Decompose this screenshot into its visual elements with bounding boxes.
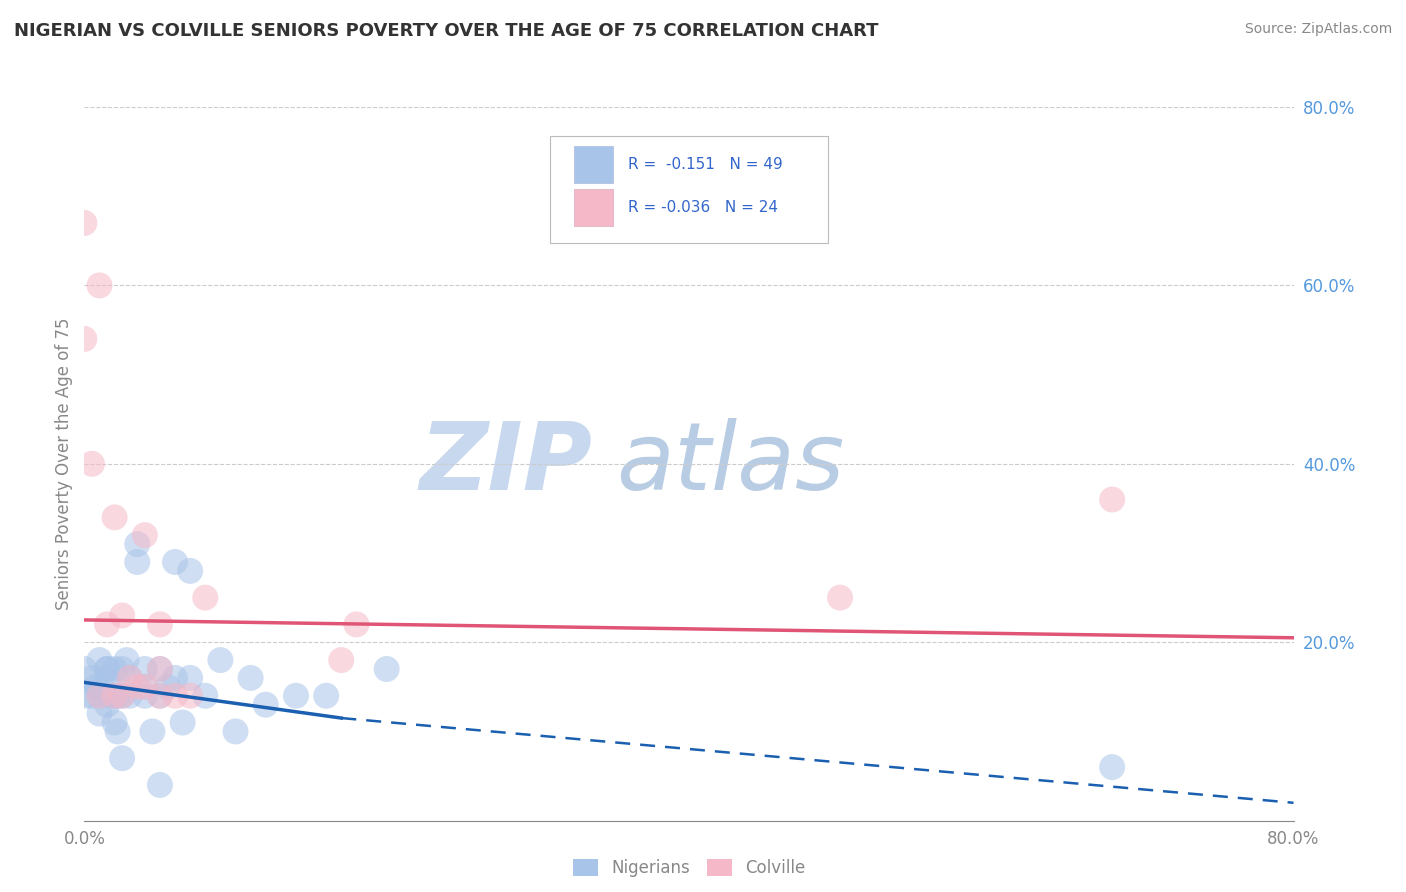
Point bbox=[96, 698, 118, 712]
FancyBboxPatch shape bbox=[550, 136, 828, 243]
Point bbox=[118, 671, 141, 685]
Point bbox=[73, 662, 96, 676]
Point bbox=[86, 680, 108, 694]
Point bbox=[1101, 760, 1123, 774]
Point bbox=[96, 662, 118, 676]
FancyBboxPatch shape bbox=[574, 146, 613, 184]
Point bbox=[73, 216, 96, 230]
Point bbox=[194, 689, 217, 703]
Point bbox=[141, 724, 163, 739]
Text: R = -0.036   N = 24: R = -0.036 N = 24 bbox=[628, 200, 779, 215]
Point bbox=[127, 537, 149, 551]
Point bbox=[149, 778, 172, 792]
Point bbox=[115, 653, 138, 667]
Point bbox=[96, 671, 118, 685]
Point bbox=[111, 608, 134, 623]
Point bbox=[89, 689, 111, 703]
Text: NIGERIAN VS COLVILLE SENIORS POVERTY OVER THE AGE OF 75 CORRELATION CHART: NIGERIAN VS COLVILLE SENIORS POVERTY OVE… bbox=[14, 22, 879, 40]
Point bbox=[346, 617, 368, 632]
Point bbox=[375, 662, 398, 676]
Point bbox=[107, 724, 129, 739]
Point bbox=[194, 591, 217, 605]
Point bbox=[163, 689, 186, 703]
Point bbox=[209, 653, 232, 667]
Point bbox=[96, 662, 118, 676]
Point bbox=[149, 689, 172, 703]
Point bbox=[239, 671, 262, 685]
Point bbox=[134, 528, 156, 542]
Point bbox=[284, 689, 308, 703]
Point bbox=[73, 332, 96, 346]
Point bbox=[96, 617, 118, 632]
Point bbox=[91, 680, 114, 694]
Point bbox=[111, 689, 134, 703]
Point bbox=[107, 689, 129, 703]
Point bbox=[830, 591, 852, 605]
Text: R =  -0.151   N = 49: R = -0.151 N = 49 bbox=[628, 157, 783, 172]
Point bbox=[104, 715, 127, 730]
Point bbox=[118, 689, 141, 703]
Point bbox=[163, 671, 186, 685]
Point bbox=[134, 662, 156, 676]
Point bbox=[163, 555, 186, 569]
Point bbox=[80, 689, 103, 703]
Point bbox=[89, 706, 111, 721]
Point bbox=[100, 689, 122, 703]
Point bbox=[127, 680, 149, 694]
Point bbox=[254, 698, 277, 712]
Point bbox=[179, 689, 201, 703]
Point bbox=[111, 751, 134, 765]
Point bbox=[89, 278, 111, 293]
Point bbox=[172, 715, 194, 730]
Point bbox=[89, 653, 111, 667]
Point bbox=[111, 689, 134, 703]
Point bbox=[149, 662, 172, 676]
Point bbox=[179, 671, 201, 685]
FancyBboxPatch shape bbox=[574, 189, 613, 227]
Point bbox=[179, 564, 201, 578]
Point bbox=[315, 689, 337, 703]
Point bbox=[1101, 492, 1123, 507]
Point bbox=[134, 689, 156, 703]
Point bbox=[104, 689, 127, 703]
Point bbox=[149, 617, 172, 632]
Point bbox=[127, 555, 149, 569]
Point bbox=[104, 689, 127, 703]
Point bbox=[330, 653, 353, 667]
Text: Source: ZipAtlas.com: Source: ZipAtlas.com bbox=[1244, 22, 1392, 37]
Point bbox=[80, 457, 103, 471]
Point bbox=[225, 724, 247, 739]
Point bbox=[134, 680, 156, 694]
Point bbox=[149, 689, 172, 703]
Point bbox=[134, 680, 156, 694]
Point bbox=[104, 510, 127, 524]
Text: ZIP: ZIP bbox=[419, 417, 592, 510]
Point bbox=[118, 671, 141, 685]
Point bbox=[89, 689, 111, 703]
Point bbox=[111, 662, 134, 676]
Text: atlas: atlas bbox=[616, 418, 845, 509]
Point bbox=[156, 680, 179, 694]
Point bbox=[149, 662, 172, 676]
Y-axis label: Seniors Poverty Over the Age of 75: Seniors Poverty Over the Age of 75 bbox=[55, 318, 73, 610]
Point bbox=[73, 689, 96, 703]
Legend: Nigerians, Colville: Nigerians, Colville bbox=[567, 852, 811, 884]
Point bbox=[104, 662, 127, 676]
Point bbox=[80, 671, 103, 685]
